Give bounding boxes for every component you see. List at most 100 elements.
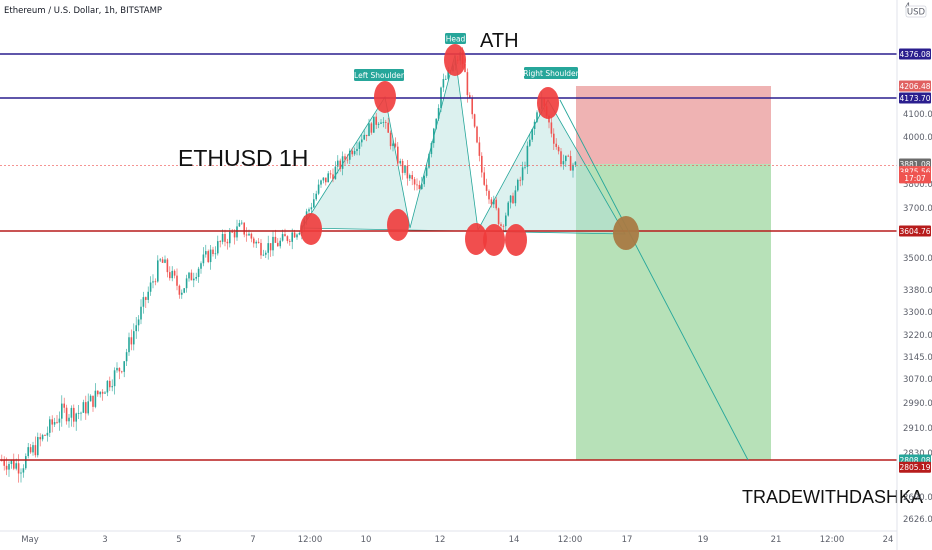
candle xyxy=(164,255,166,264)
candle xyxy=(29,444,32,454)
candle xyxy=(377,122,380,129)
currency-badge[interactable]: USD xyxy=(905,5,927,18)
candle xyxy=(207,249,209,264)
candle xyxy=(49,416,51,437)
candle xyxy=(80,411,82,421)
candle xyxy=(368,118,370,137)
price-tick-label: 4100.00 xyxy=(903,110,932,120)
candle xyxy=(284,228,286,237)
candle xyxy=(401,158,404,180)
candle xyxy=(382,117,385,128)
time-tick-label: 12 xyxy=(435,535,446,545)
candle xyxy=(92,395,94,412)
time-tick-label: 17 xyxy=(622,535,633,545)
candle xyxy=(104,391,106,394)
candle xyxy=(212,246,214,257)
time-axis[interactable]: May 3 5 7 12:00 10 12 14 12:00 17 19 21 12:00 24 xyxy=(21,535,893,545)
time-tick-label: 14 xyxy=(509,535,520,545)
pivot-marker[interactable] xyxy=(483,224,505,256)
candle xyxy=(128,332,130,356)
candle xyxy=(190,269,193,281)
candle xyxy=(526,141,529,175)
pivot-marker[interactable] xyxy=(444,44,466,76)
price-tick-label: 3070.00 xyxy=(903,375,932,385)
pivot-marker[interactable] xyxy=(465,223,487,255)
candle xyxy=(20,468,22,483)
candle xyxy=(517,178,519,192)
price-tag: 2805.19 xyxy=(899,461,931,473)
candle xyxy=(296,233,298,240)
price-tick-label: 2990.00 xyxy=(903,399,932,409)
candle xyxy=(27,442,29,459)
candle xyxy=(406,159,409,186)
candle xyxy=(214,246,217,259)
left-shoulder-tag: Left Shoulder xyxy=(354,69,405,81)
svg-text:3881.08: 3881.08 xyxy=(899,160,930,169)
candle xyxy=(149,276,152,296)
svg-text:4376.08: 4376.08 xyxy=(899,50,930,59)
candle xyxy=(567,154,569,157)
chart-title: Ethereum / U.S. Dollar, 1h, BITSTAMP xyxy=(4,6,162,16)
head-and-shoulders-pattern[interactable] xyxy=(301,54,626,235)
candle xyxy=(315,190,317,201)
pivot-marker[interactable] xyxy=(537,87,559,119)
pivot-marker[interactable] xyxy=(505,224,527,256)
candle xyxy=(421,176,423,190)
time-tick-label: 10 xyxy=(361,535,372,545)
candle xyxy=(10,459,13,469)
candle xyxy=(562,154,565,170)
pivot-marker[interactable] xyxy=(300,213,322,245)
candle xyxy=(346,154,349,164)
price-axis[interactable]: 4100.00 4000.00 3800.00 3700.00 3500.00 3380.… xyxy=(903,110,932,525)
candle xyxy=(255,240,257,248)
candle xyxy=(533,119,536,135)
candle xyxy=(394,137,397,149)
pivot-marker[interactable] xyxy=(387,209,409,241)
candle xyxy=(113,367,116,395)
candle xyxy=(262,249,265,257)
candle xyxy=(159,258,161,263)
candle xyxy=(507,200,509,217)
candle xyxy=(267,235,269,260)
candle xyxy=(553,128,555,151)
candle xyxy=(493,195,495,209)
candle xyxy=(22,464,25,478)
candle xyxy=(123,360,125,378)
candle xyxy=(435,118,437,130)
candle xyxy=(411,170,413,186)
candle xyxy=(173,269,176,279)
pivot-marker[interactable] xyxy=(374,81,396,113)
candle xyxy=(89,394,92,402)
candle xyxy=(514,185,517,207)
candle xyxy=(106,380,109,397)
candle xyxy=(82,399,85,413)
candle xyxy=(61,395,63,427)
candle xyxy=(495,197,497,211)
candle xyxy=(473,113,476,129)
candle xyxy=(53,417,56,428)
candle xyxy=(334,161,337,180)
candle xyxy=(56,415,58,424)
candle xyxy=(176,268,178,291)
candle xyxy=(569,150,572,171)
candle xyxy=(531,128,533,143)
breakout-marker[interactable] xyxy=(613,216,639,250)
take-profit-zone[interactable] xyxy=(576,164,771,460)
candle xyxy=(519,176,521,187)
candle xyxy=(8,461,10,477)
candle xyxy=(471,95,473,119)
candle xyxy=(166,258,169,278)
candle xyxy=(118,367,121,380)
stop-loss-zone[interactable] xyxy=(576,86,771,164)
candle xyxy=(358,140,361,156)
candle xyxy=(205,244,207,258)
svg-text:3875.56: 3875.56 xyxy=(899,168,930,177)
candle xyxy=(25,453,27,470)
candle xyxy=(257,238,260,244)
candle xyxy=(399,158,401,167)
projection-line[interactable] xyxy=(559,99,749,461)
candle xyxy=(142,291,145,314)
right-shoulder-label: Right Shoulder xyxy=(523,69,579,78)
candle xyxy=(430,141,433,158)
